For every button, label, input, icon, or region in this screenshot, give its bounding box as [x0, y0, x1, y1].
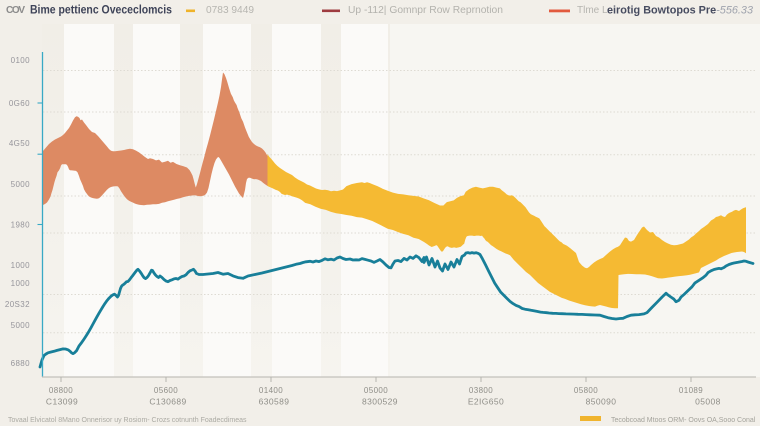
- svg-text:630589: 630589: [259, 397, 290, 407]
- svg-text:03800: 03800: [469, 386, 493, 395]
- svg-text:05008: 05008: [695, 397, 721, 407]
- svg-text:01400: 01400: [259, 386, 283, 395]
- svg-text:0783 9449: 0783 9449: [206, 4, 254, 16]
- svg-text:1000: 1000: [11, 261, 31, 270]
- svg-text:Up -112| Gomnpr Row Reprnotion: Up -112| Gomnpr Row Reprnotion: [348, 5, 503, 16]
- svg-text:05600: 05600: [154, 386, 178, 395]
- svg-text:08800: 08800: [49, 386, 73, 395]
- svg-text:Bime pettienc Ovececlomcis: Bime pettienc Ovececlomcis: [30, 3, 172, 17]
- svg-text:01089: 01089: [679, 386, 703, 395]
- svg-text:5000: 5000: [11, 321, 31, 330]
- svg-text:4G50: 4G50: [9, 139, 30, 148]
- svg-text:05800: 05800: [574, 386, 598, 395]
- svg-text:COV: COV: [6, 5, 25, 16]
- svg-text:850090: 850090: [586, 397, 617, 407]
- svg-text:0G60: 0G60: [9, 99, 30, 108]
- svg-text:1980: 1980: [11, 221, 31, 230]
- svg-text:eirotig Bowtopos Pre-556.33: eirotig Bowtopos Pre-556.33: [607, 5, 754, 17]
- svg-text:05000: 05000: [364, 386, 388, 395]
- svg-text:20S32: 20S32: [5, 300, 30, 309]
- svg-text:1000: 1000: [11, 279, 31, 288]
- svg-text:E2IG650: E2IG650: [468, 397, 504, 407]
- svg-text:C13099: C13099: [46, 397, 78, 407]
- svg-text:Tecobcoad Mtoos ORM- Oovs OA,S: Tecobcoad Mtoos ORM- Oovs OA,Sooo Conal: [611, 417, 756, 424]
- svg-text:6880: 6880: [11, 359, 31, 368]
- svg-text:Tovaal Elvicatol 8Mano Onneris: Tovaal Elvicatol 8Mano Onnerisor uy Rosi…: [8, 417, 247, 424]
- svg-text:8300529: 8300529: [362, 397, 398, 407]
- svg-text:C130689: C130689: [149, 397, 186, 407]
- svg-text:5000: 5000: [11, 180, 31, 189]
- svg-text:0100: 0100: [11, 56, 31, 65]
- svg-text:Tlme L: Tlme L: [577, 5, 608, 16]
